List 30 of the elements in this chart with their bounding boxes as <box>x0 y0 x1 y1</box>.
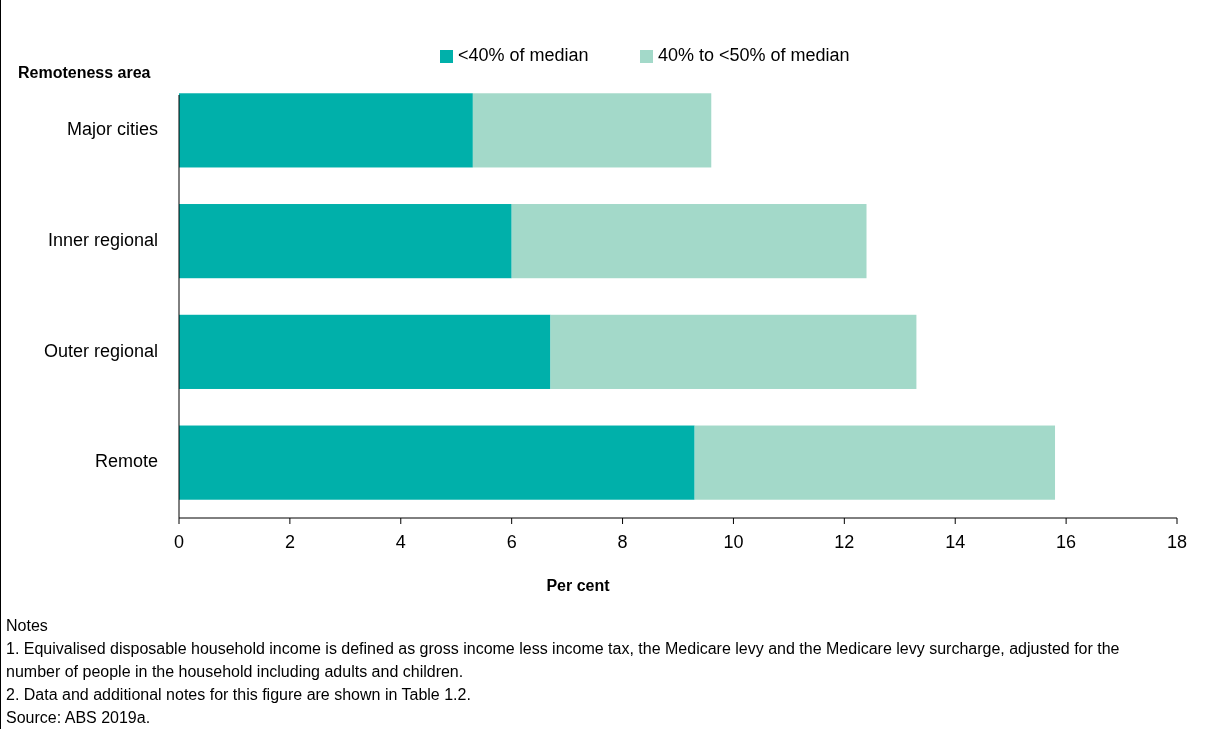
bar <box>550 314 917 389</box>
bar <box>179 93 473 168</box>
text: Notes <box>6 617 48 634</box>
y-tick-label: Major cities <box>66 119 158 140</box>
x-tick-label: 14 <box>945 532 966 552</box>
x-tick-label: 4 <box>395 532 406 552</box>
bar <box>472 93 712 168</box>
y-tick-label: Outer regional <box>43 340 158 361</box>
bar <box>694 425 1056 500</box>
bar <box>511 204 867 279</box>
legend-label: 40% to <50% of median <box>658 44 850 65</box>
x-tick-label: 18 <box>1166 532 1188 552</box>
x-tick-label: 0 <box>173 532 185 552</box>
x-tick-label: 12 <box>834 532 855 552</box>
text: 1. Equivalised disposable household income is defined as gross income less income tax, the Medicare levy and the Medicare levy surcharge, adjusted for the number of people in the household including adults and children. <box>6 640 1120 680</box>
x-tick-label: 8 <box>617 532 628 552</box>
x-axis-title: Per cent <box>546 577 611 594</box>
source-note: Source: ABS 2019a. <box>6 709 151 726</box>
bar <box>179 425 695 500</box>
y-axis-title: Remoteness area <box>18 64 151 81</box>
y-tick-label: Inner regional <box>47 229 158 250</box>
legend-label: <40% of median <box>458 44 589 65</box>
x-tick-label: 2 <box>284 532 295 552</box>
x-tick-label: 6 <box>506 532 517 552</box>
bar <box>179 314 551 389</box>
x-tick-label: 10 <box>723 532 744 552</box>
bar <box>179 204 512 279</box>
y-tick-label: Remote <box>94 451 158 472</box>
text: 2. Data and additional notes for this figure are shown in Table 1.2. <box>6 686 471 703</box>
x-tick-label: 16 <box>1056 532 1077 552</box>
